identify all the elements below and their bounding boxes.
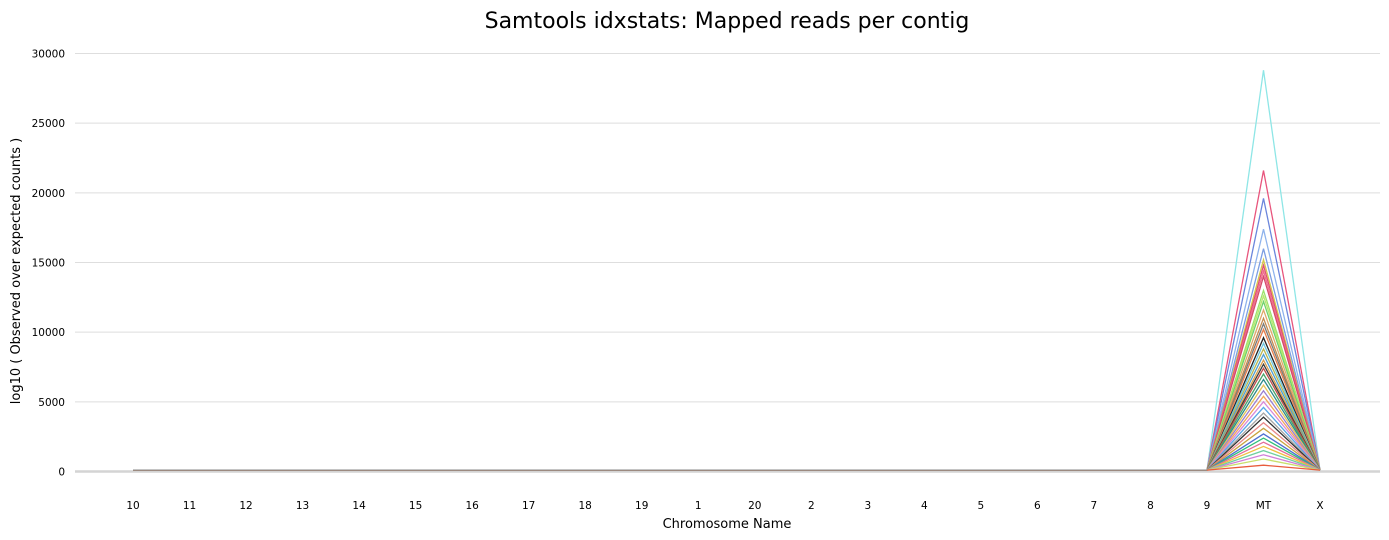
series-line (133, 458, 1321, 471)
series-line (133, 307, 1321, 471)
y-tick-label: 20000 (32, 188, 65, 200)
series-line (133, 288, 1321, 471)
series-line (133, 70, 1321, 471)
x-tick-label: 11 (183, 500, 196, 512)
x-tick-label: 12 (239, 500, 252, 512)
series-line (133, 268, 1321, 471)
x-tick-label: 20 (748, 500, 761, 512)
series-line (133, 198, 1321, 471)
x-tick-label: 4 (921, 500, 928, 512)
grid-layer (75, 53, 1380, 473)
y-axis-ticks: 0 5000 10000 15000 20000 25000 30000 (32, 49, 65, 479)
series-line (133, 464, 1321, 471)
series-line (133, 416, 1321, 471)
x-tick-label: 3 (864, 500, 871, 512)
series-line (133, 358, 1321, 471)
series-line (133, 367, 1321, 471)
chart-title: Samtools idxstats: Mapped reads per cont… (485, 9, 970, 34)
x-axis-ticks: 10 11 12 13 14 15 16 17 18 19 1 20 2 3 4 5 6 7 8 9 MT X (126, 500, 1323, 512)
series-line (133, 372, 1321, 471)
x-tick-label: 2 (808, 500, 815, 512)
series-line (133, 421, 1321, 471)
y-tick-label: 0 (58, 467, 65, 479)
series-line (133, 362, 1321, 471)
y-tick-label: 25000 (32, 118, 65, 130)
x-axis-label: Chromosome Name (663, 517, 792, 532)
y-tick-label: 10000 (32, 327, 65, 339)
y-tick-label: 15000 (32, 258, 65, 270)
x-tick-label: 18 (579, 500, 592, 512)
series-line (133, 248, 1321, 471)
series-line (133, 316, 1321, 471)
series-line (133, 327, 1321, 471)
x-tick-label: 19 (635, 500, 648, 512)
series-line (133, 353, 1321, 471)
x-tick-label: X (1316, 500, 1323, 512)
y-tick-label: 30000 (32, 49, 65, 61)
series-line (133, 437, 1321, 471)
series-line (133, 336, 1321, 471)
x-tick-label: 1 (695, 500, 702, 512)
x-tick-label: MT (1256, 500, 1272, 512)
series-line (133, 293, 1321, 471)
series-line (133, 378, 1321, 471)
series-line (133, 454, 1321, 471)
x-tick-label: 5 (978, 500, 985, 512)
series-line (133, 299, 1321, 471)
series-line (133, 427, 1321, 471)
x-tick-label: 9 (1204, 500, 1211, 512)
series-line (133, 433, 1321, 471)
series-line (133, 383, 1321, 471)
series-line (133, 395, 1321, 471)
series-line (133, 449, 1321, 471)
series-line (133, 170, 1321, 471)
series-line (133, 445, 1321, 471)
x-tick-label: 16 (465, 500, 479, 512)
series-layer (133, 70, 1321, 471)
x-tick-label: 10 (126, 500, 139, 512)
y-tick-label: 5000 (38, 397, 65, 409)
x-tick-label: 7 (1091, 500, 1098, 512)
series-line (133, 389, 1321, 471)
series-line (133, 400, 1321, 471)
x-tick-label: 6 (1034, 500, 1041, 512)
y-axis-label: log10 ( Observed over expected counts ) (9, 138, 24, 405)
series-line (133, 441, 1321, 471)
series-line (133, 257, 1321, 471)
x-tick-label: 15 (409, 500, 422, 512)
x-tick-label: 14 (352, 500, 366, 512)
series-line (133, 262, 1321, 471)
x-tick-label: 17 (522, 500, 535, 512)
series-line (133, 341, 1321, 471)
series-line (133, 347, 1321, 471)
series-line (133, 274, 1321, 471)
series-line (133, 406, 1321, 471)
series-line (133, 228, 1321, 471)
series-line (133, 321, 1321, 471)
x-tick-label: 8 (1147, 500, 1154, 512)
x-tick-label: 13 (296, 500, 309, 512)
series-line (133, 412, 1321, 471)
